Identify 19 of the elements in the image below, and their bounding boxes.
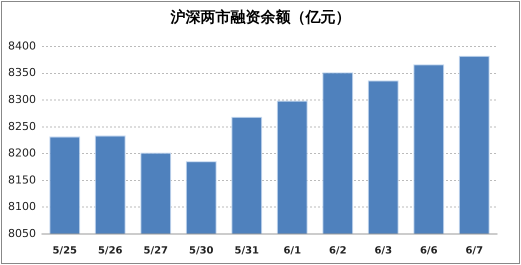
x-tick-label: 5/26	[98, 246, 123, 257]
x-tick-label: 6/1	[283, 246, 302, 257]
chart-title: 沪深两市融资余额（亿元）	[170, 8, 352, 27]
y-tick-label: 8250	[8, 120, 36, 133]
x-tick-label: 5/27	[143, 246, 168, 257]
x-tick-label: 6/6	[420, 246, 438, 257]
y-tick-label: 8400	[8, 39, 36, 52]
x-tick-label: 6/7	[465, 246, 484, 257]
y-tick-label: 8100	[8, 200, 36, 214]
x-tick-label: 5/30	[188, 246, 214, 257]
x-tick-label: 5/25	[52, 246, 78, 257]
y-tick-label: 8350	[8, 66, 36, 80]
x-tick-label: 6/3	[374, 246, 392, 257]
y-tick-label: 8050	[8, 226, 36, 240]
x-tick-label: 6/2	[328, 246, 347, 257]
y-tick-label: 8150	[8, 173, 36, 186]
y-tick-label: 8200	[8, 146, 36, 160]
y-tick-label: 8300	[8, 93, 36, 106]
x-tick-label: 5/31	[234, 246, 260, 257]
